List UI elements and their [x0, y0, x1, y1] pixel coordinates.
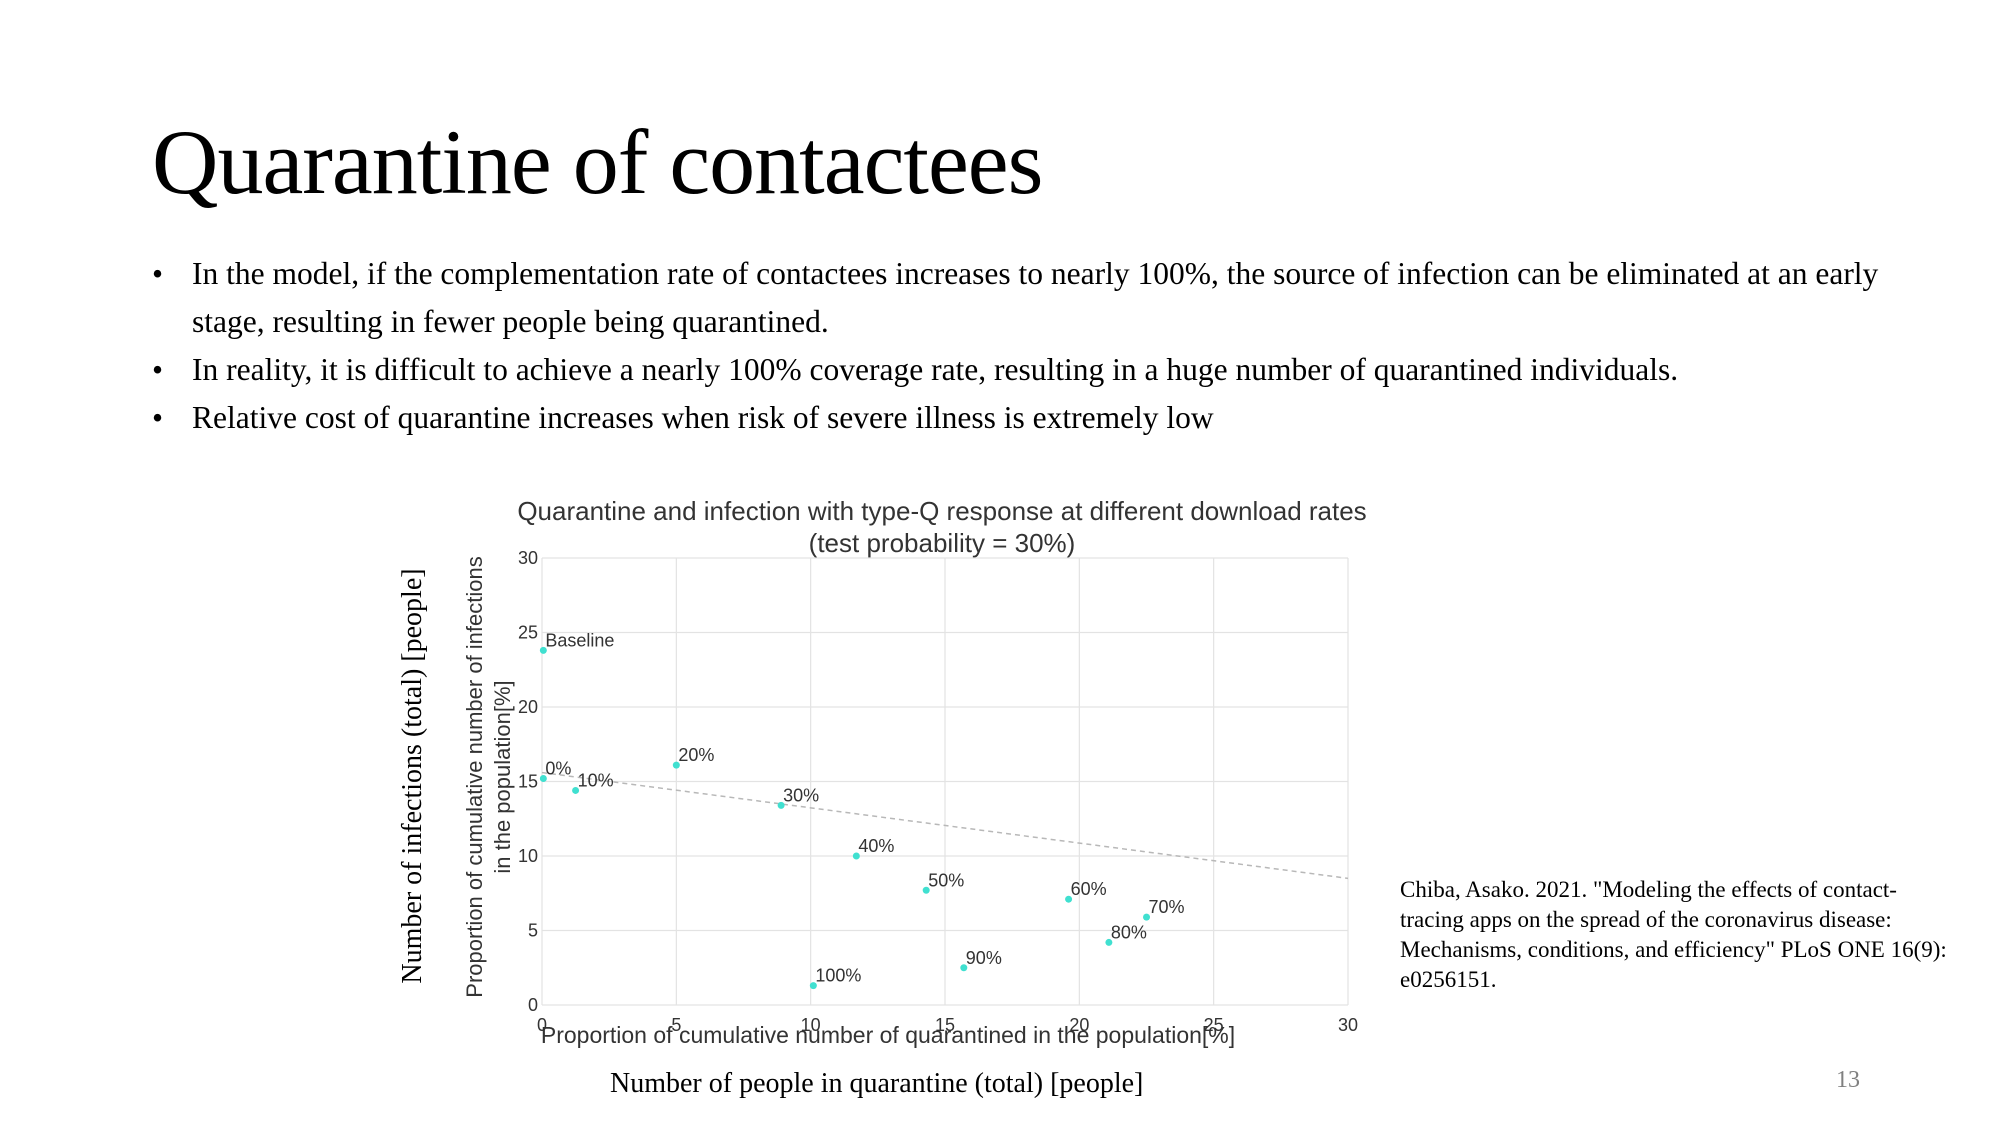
data-label: Baseline [545, 630, 614, 650]
y-tick-label: 5 [528, 921, 538, 941]
bullet-text: In the model, if the complementation rat… [192, 256, 1879, 339]
data-label: 0% [545, 759, 571, 779]
chart-subtitle: (test probability = 30%) [809, 528, 1076, 558]
data-point [809, 982, 817, 990]
slide-number: 13 [1836, 1067, 1860, 1093]
chart-y-axis-label-line-2: in the population[%] [490, 680, 515, 873]
bullet-item: • In the model, if the complementation r… [152, 250, 1952, 346]
y-tick-label: 15 [518, 772, 538, 792]
data-point [539, 775, 547, 783]
chart-title: Quarantine and infection with type-Q res… [517, 496, 1366, 526]
citation: Chiba, Asako. 2021. "Modeling the effect… [1400, 877, 1947, 992]
data-label: 40% [858, 836, 894, 856]
bullet-symbol: • [152, 400, 164, 435]
data-label: 60% [1071, 879, 1107, 899]
bullet-list: • In the model, if the complementation r… [152, 250, 1952, 442]
x-tick-label: 15 [935, 1015, 955, 1035]
bullet-symbol: • [152, 352, 164, 387]
data-point [852, 852, 860, 860]
x-tick-label: 30 [1338, 1015, 1358, 1035]
data-label: 80% [1111, 922, 1147, 942]
data-label: 90% [966, 948, 1002, 968]
bullet-symbol: • [152, 256, 164, 291]
outer-x-axis-label: Number of people in quarantine (total) [… [610, 1068, 1144, 1099]
plot-area: 0 5 10 15 20 25 30 0 5 10 15 20 25 30 Baseline 0% 10% 20%… [518, 548, 1358, 1035]
x-tick-label: 0 [537, 1015, 547, 1035]
data-label: 50% [928, 870, 964, 890]
chart-x-axis-label: Proportion of cumulative number of quara… [541, 1022, 1235, 1048]
data-point [1065, 895, 1073, 903]
bullet-item: • In reality, it is difficult to achieve… [152, 346, 1952, 394]
data-point [539, 646, 547, 654]
data-label: 100% [815, 966, 861, 986]
data-point [777, 801, 785, 809]
chart-y-axis-label-line-1: Proportion of cumulative number of infec… [462, 556, 487, 997]
bullet-item: • Relative cost of quarantine increases … [152, 394, 1952, 442]
x-tick-label: 5 [671, 1015, 681, 1035]
data-label: 20% [678, 745, 714, 765]
data-point [572, 786, 580, 794]
x-tick-label: 10 [801, 1015, 821, 1035]
x-tick-label: 25 [1204, 1015, 1224, 1035]
data-label: 70% [1149, 897, 1185, 917]
y-tick-label: 10 [518, 846, 538, 866]
y-tick-label: 30 [518, 548, 538, 568]
y-tick-label: 25 [518, 623, 538, 643]
bullet-text: Relative cost of quarantine increases wh… [192, 400, 1214, 435]
y-tick-label: 0 [528, 995, 538, 1015]
bullet-text: In reality, it is difficult to achieve a… [192, 352, 1679, 387]
y-tick-label: 20 [518, 697, 538, 717]
data-point [1105, 938, 1113, 946]
data-point [672, 761, 680, 769]
data-point [1143, 913, 1150, 921]
data-point [922, 886, 930, 894]
slide-title: Quarantine of contactees [152, 111, 1043, 213]
data-label: 10% [578, 770, 614, 790]
data-label: 30% [783, 785, 819, 805]
outer-y-axis-label: Number of infections (total) [people] [397, 568, 428, 984]
x-tick-label: 20 [1069, 1015, 1089, 1035]
data-point [960, 964, 968, 972]
trend-line [541, 771, 1349, 880]
